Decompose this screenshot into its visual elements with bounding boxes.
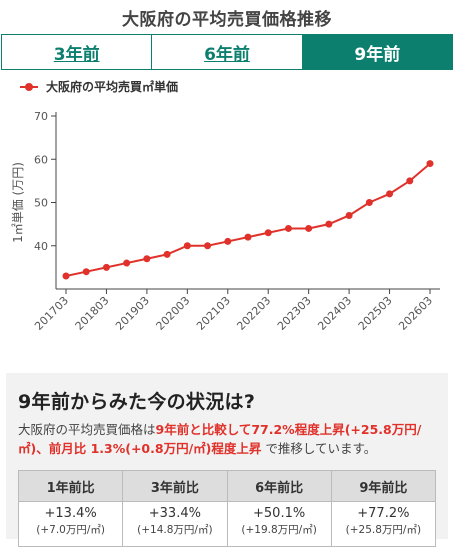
x-tick-label: 202003 <box>154 294 193 333</box>
x-tick-label: 201703 <box>32 294 71 333</box>
data-point <box>224 237 232 245</box>
y-tick-label: 50 <box>34 197 48 210</box>
summary-text-lead: 大阪府の平均売買価格は <box>18 422 156 437</box>
summary-highlight: 9年前と比較して77.2%程度上昇(+25.8万円/㎡)、前月比 1.3%(+0… <box>18 422 422 456</box>
cell-3-year: +33.4% (+14.8万円/㎡) <box>122 501 228 547</box>
data-point <box>406 177 414 185</box>
summary-heading: 9年前からみた今の状況は? <box>18 391 256 413</box>
data-point <box>102 263 110 271</box>
legend: 大阪府の平均売買㎡単価 <box>20 79 178 94</box>
data-point <box>123 259 131 267</box>
data-point <box>365 199 373 206</box>
summary-panel: 9年前からみた今の状況は? 大阪府の平均売買価格は9年前と比較して77.2%程度… <box>6 373 448 547</box>
page-title: 大阪府の平均売買価格推移 <box>122 9 332 30</box>
y-axis-label: 1㎡単価 (万円) <box>11 162 25 243</box>
tab-3-years[interactable]: 3年前 <box>2 35 153 69</box>
cell-6-year: +50.1% (+19.8万円/㎡) <box>226 501 332 547</box>
chart-area: 大阪府の平均売買㎡単価 1㎡単価 (万円) 40 50 60 70 201703 201… <box>0 70 454 338</box>
amount-3-year: (+14.8万円/㎡) <box>137 524 213 536</box>
data-point <box>386 190 394 198</box>
pct-6-year: +50.1% <box>253 506 306 521</box>
header-6-year: 6年前比 <box>226 470 332 502</box>
data-point <box>244 233 252 241</box>
pct-1-year: +13.4% <box>44 506 97 521</box>
x-tick-label: 201803 <box>73 294 112 333</box>
title-row: 大阪府の平均売買価格推移 <box>0 0 454 34</box>
header-3-year: 3年前比 <box>122 470 228 502</box>
x-tick-label: 202203 <box>234 294 273 333</box>
y-ticks: 40 50 60 70 <box>34 110 56 253</box>
period-tabs: 3年前 6年前 9年前 <box>1 34 453 70</box>
legend-marker <box>25 83 33 91</box>
data-point <box>325 220 333 228</box>
header-1-year: 1年前比 <box>17 470 124 502</box>
series-line <box>65 162 431 278</box>
y-tick-label: 40 <box>34 240 48 253</box>
data-points <box>62 160 434 280</box>
x-ticks: 201703 201803 201903 202003 202103 202203 2023… <box>32 289 435 333</box>
amount-1-year: (+7.0万円/㎡) <box>36 524 105 536</box>
data-point <box>143 255 151 263</box>
x-tick-label: 202303 <box>275 294 314 333</box>
data-point <box>204 242 212 250</box>
data-point <box>62 272 70 280</box>
amount-9-year: (+25.8万円/㎡) <box>345 524 422 536</box>
x-tick-label: 202603 <box>396 294 435 333</box>
comparison-value-row: +13.4% (+7.0万円/㎡) +33.4% (+14.8万円/㎡) +50… <box>17 501 437 547</box>
pct-9-year: +77.2% <box>357 506 410 521</box>
data-point <box>284 224 292 232</box>
tab-6-years[interactable]: 6年前 <box>152 35 303 69</box>
x-tick-label: 201903 <box>113 294 152 333</box>
legend-label: 大阪府の平均売買㎡単価 <box>46 79 178 94</box>
data-point <box>163 250 171 258</box>
y-tick-label: 60 <box>34 153 48 166</box>
data-point <box>345 211 353 219</box>
data-point <box>305 224 313 232</box>
summary-text: 大阪府の平均売買価格は9年前と比較して77.2%程度上昇(+25.8万円/㎡)、… <box>18 420 436 458</box>
summary-text-tail: で推移しています。 <box>261 441 377 456</box>
y-tick-label: 70 <box>34 110 48 123</box>
x-tick-label: 202103 <box>194 294 233 333</box>
axes <box>55 112 440 290</box>
x-tick-label: 202503 <box>356 294 395 333</box>
amount-6-year: (+19.8万円/㎡) <box>241 524 317 536</box>
x-tick-label: 202403 <box>315 294 354 333</box>
header-9-year: 9年前比 <box>330 470 437 502</box>
tab-9-years[interactable]: 9年前 <box>302 35 452 69</box>
data-point <box>264 229 272 237</box>
comparison-header-row: 1年前比 3年前比 6年前比 9年前比 <box>17 470 437 502</box>
data-point <box>82 268 90 276</box>
cell-1-year: +13.4% (+7.0万円/㎡) <box>17 501 124 547</box>
data-point <box>183 242 191 250</box>
comparison-table: 1年前比 3年前比 6年前比 9年前比 +13.4% (+7.0万円/㎡) +3… <box>17 470 437 547</box>
pct-3-year: +33.4% <box>148 506 201 521</box>
cell-9-year: +77.2% (+25.8万円/㎡) <box>330 501 437 547</box>
data-point <box>426 160 434 168</box>
